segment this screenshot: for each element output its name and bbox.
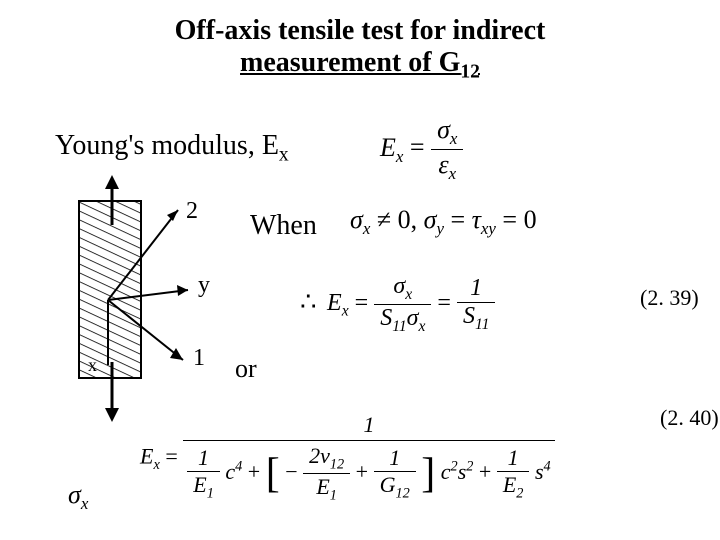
arrow-up-icon (102, 175, 122, 225)
eq-number-2-39: (2. 39) (640, 285, 699, 311)
hatch-pattern (80, 202, 140, 377)
axis-label-x: x (88, 355, 97, 376)
axis-label-2: 2 (186, 198, 198, 225)
young-modulus-label: Young's modulus, Ex (55, 130, 289, 167)
title-line2: measurement of G12 (240, 47, 480, 78)
sigma-x-label: σx (68, 480, 88, 514)
page-title: Off-axis tensile test for indirect measu… (0, 15, 720, 84)
when-label: When (250, 210, 317, 242)
equation-2-40: Ex = 1 1E1 c4 + [ − 2ν12E1 + 1G12 ] c2s2… (140, 410, 555, 507)
title-line1: Off-axis tensile test for indirect (175, 15, 546, 46)
specimen-rect (78, 200, 142, 379)
eq-number-2-40: (2. 40) (660, 405, 719, 431)
equation-ex-definition: Ex = σx εx (380, 115, 463, 184)
axis-label-y: y (198, 272, 210, 299)
arrow-down-icon (102, 362, 122, 422)
specimen-diagram: 2 y 1 x (68, 190, 148, 385)
axis-label-1: 1 (193, 345, 205, 372)
stress-condition: σx ≠ 0, σy = τxy = 0 (350, 205, 537, 239)
or-label: or (235, 354, 257, 384)
equation-2-39: ∴ Ex = σx S11σx = 1 S11 (300, 273, 495, 336)
